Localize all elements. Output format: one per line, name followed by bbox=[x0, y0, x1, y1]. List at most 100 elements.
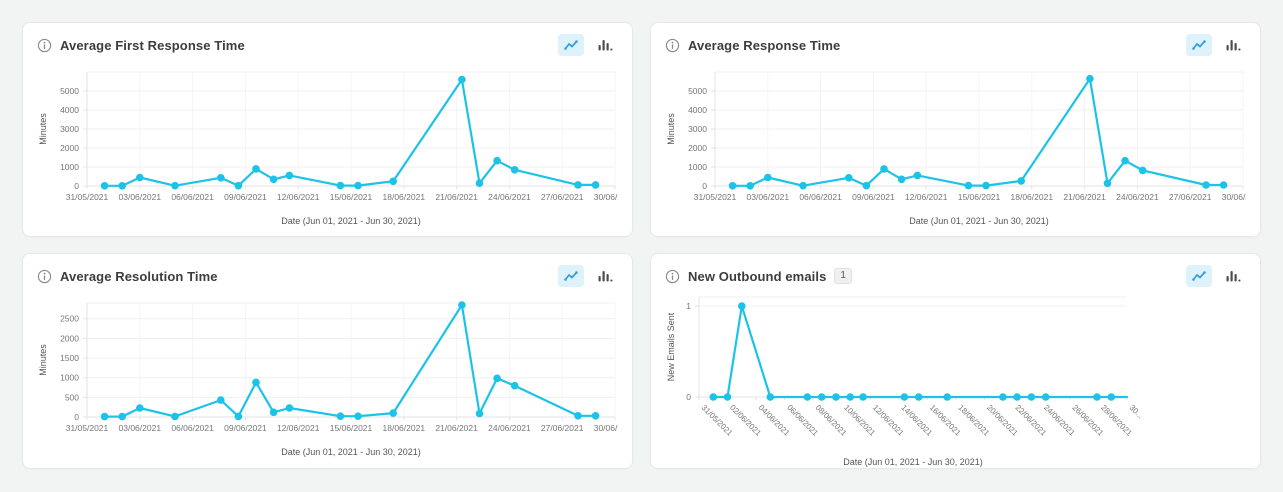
svg-text:27/06/2021: 27/06/2021 bbox=[1169, 192, 1212, 202]
svg-text:12/06/2021: 12/06/2021 bbox=[277, 423, 320, 433]
svg-text:24/06/2021: 24/06/2021 bbox=[488, 192, 531, 202]
line-chart-view-button[interactable] bbox=[1186, 34, 1212, 56]
svg-text:1500: 1500 bbox=[60, 353, 79, 363]
svg-text:31/05/2021: 31/05/2021 bbox=[694, 192, 737, 202]
panel-header: Average First Response Time bbox=[37, 32, 618, 58]
line-chart: 0 1000 2000 3000 4000 5000 31/05/2021 03/06/202… bbox=[665, 58, 1260, 236]
svg-text:03/06/2021: 03/06/2021 bbox=[119, 192, 162, 202]
svg-text:24/06/2021: 24/06/2021 bbox=[488, 423, 531, 433]
line-chart-view-button[interactable] bbox=[1186, 265, 1212, 287]
info-icon[interactable] bbox=[37, 269, 52, 284]
svg-text:06/06/2021: 06/06/2021 bbox=[171, 192, 214, 202]
svg-text:3000: 3000 bbox=[60, 124, 79, 134]
bar-chart-icon bbox=[598, 271, 613, 282]
svg-text:18/06/2021: 18/06/2021 bbox=[383, 192, 426, 202]
line-chart-icon bbox=[1192, 40, 1206, 50]
svg-text:09/06/2021: 09/06/2021 bbox=[224, 192, 267, 202]
svg-text:30/06/2021: 30/06/2021 bbox=[594, 192, 618, 202]
svg-text:2000: 2000 bbox=[60, 333, 79, 343]
svg-text:Date (Jun 01, 2021 - Jun 30, 2: Date (Jun 01, 2021 - Jun 30, 2021) bbox=[281, 216, 421, 226]
chart-panel-average-response-time: Average Response Time 0 1000 2000 3000 4000 5… bbox=[650, 22, 1261, 237]
svg-text:09/06/2021: 09/06/2021 bbox=[852, 192, 895, 202]
info-icon bbox=[665, 38, 680, 52]
bar-chart-view-button[interactable] bbox=[1220, 34, 1246, 56]
chart-title: Average Resolution Time bbox=[60, 268, 218, 284]
line-chart: 0 500 1000 1500 2000 2500 31/05/2021 03/06/2021… bbox=[37, 289, 632, 468]
svg-text:15/06/2021: 15/06/2021 bbox=[330, 423, 373, 433]
svg-text:500: 500 bbox=[65, 392, 79, 402]
svg-text:5000: 5000 bbox=[60, 86, 79, 96]
svg-text:03/06/2021: 03/06/2021 bbox=[747, 192, 790, 202]
line-chart: 0 1 31/05/2021 02/06/2021 04/06/2021 06/06/20… bbox=[665, 289, 1246, 468]
svg-text:3000: 3000 bbox=[688, 124, 707, 134]
chart-panel-average-first-response-time: Average First Response Time 0 1000 2000 300… bbox=[22, 22, 633, 237]
bar-chart-icon bbox=[598, 40, 613, 51]
line-chart-icon bbox=[564, 271, 578, 281]
panel-header: Average Response Time bbox=[665, 32, 1246, 58]
svg-text:21/06/2021: 21/06/2021 bbox=[435, 192, 478, 202]
line-chart-icon bbox=[564, 40, 578, 50]
svg-text:15/06/2021: 15/06/2021 bbox=[958, 192, 1001, 202]
svg-text:1: 1 bbox=[686, 301, 691, 311]
svg-text:Date (Jun 01, 2021 - Jun 30, 2: Date (Jun 01, 2021 - Jun 30, 2021) bbox=[909, 216, 1049, 226]
svg-text:24/06/2021: 24/06/2021 bbox=[1116, 192, 1159, 202]
bar-chart-icon bbox=[1226, 271, 1241, 282]
svg-text:31/05/2021: 31/05/2021 bbox=[66, 423, 109, 433]
bar-chart-view-button[interactable] bbox=[592, 265, 618, 287]
bar-chart-icon bbox=[1226, 40, 1241, 51]
svg-text:30/06/2021: 30/06/2021 bbox=[1222, 192, 1246, 202]
svg-text:27/06/2021: 27/06/2021 bbox=[541, 423, 584, 433]
count-badge: 1 bbox=[834, 268, 852, 284]
svg-text:30...: 30... bbox=[1128, 403, 1145, 420]
svg-text:1000: 1000 bbox=[60, 373, 79, 383]
svg-text:18/06/2021: 18/06/2021 bbox=[1011, 192, 1054, 202]
info-icon[interactable] bbox=[665, 269, 680, 284]
line-chart-icon bbox=[1192, 271, 1206, 281]
chart-panel-new-outbound-emails: New Outbound emails 1 0 1 31/05/2021 02/06/… bbox=[650, 253, 1261, 469]
bar-chart-view-button[interactable] bbox=[592, 34, 618, 56]
svg-text:1000: 1000 bbox=[688, 162, 707, 172]
info-icon[interactable] bbox=[665, 38, 680, 53]
info-icon bbox=[37, 38, 52, 52]
svg-text:12/06/2021: 12/06/2021 bbox=[905, 192, 948, 202]
panel-header: Average Resolution Time bbox=[37, 263, 618, 289]
info-icon bbox=[37, 269, 52, 283]
svg-text:Date (Jun 01, 2021 - Jun 30, 2: Date (Jun 01, 2021 - Jun 30, 2021) bbox=[281, 447, 421, 457]
svg-text:Minutes: Minutes bbox=[38, 344, 48, 376]
svg-text:21/06/2021: 21/06/2021 bbox=[435, 423, 478, 433]
info-icon bbox=[665, 269, 680, 283]
svg-text:15/06/2021: 15/06/2021 bbox=[330, 192, 373, 202]
svg-text:03/06/2021: 03/06/2021 bbox=[119, 423, 162, 433]
chart-panel-average-resolution-time: Average Resolution Time 0 500 1000 1500 2000… bbox=[22, 253, 633, 469]
svg-text:2000: 2000 bbox=[688, 143, 707, 153]
svg-text:New Emails Sent: New Emails Sent bbox=[666, 312, 676, 381]
info-icon[interactable] bbox=[37, 38, 52, 53]
svg-text:21/06/2021: 21/06/2021 bbox=[1063, 192, 1106, 202]
svg-text:12/06/2021: 12/06/2021 bbox=[277, 192, 320, 202]
svg-text:0: 0 bbox=[686, 392, 691, 402]
bar-chart-view-button[interactable] bbox=[1220, 265, 1246, 287]
svg-text:4000: 4000 bbox=[60, 105, 79, 115]
svg-text:Minutes: Minutes bbox=[666, 113, 676, 145]
svg-text:0: 0 bbox=[74, 412, 79, 422]
line-chart: 0 1000 2000 3000 4000 5000 31/05/2021 03/06/202… bbox=[37, 58, 632, 236]
chart-title: New Outbound emails bbox=[688, 268, 827, 284]
svg-text:27/06/2021: 27/06/2021 bbox=[541, 192, 584, 202]
svg-text:30/06/2021: 30/06/2021 bbox=[594, 423, 618, 433]
svg-text:Minutes: Minutes bbox=[38, 113, 48, 145]
svg-text:2500: 2500 bbox=[60, 314, 79, 324]
svg-text:1000: 1000 bbox=[60, 162, 79, 172]
svg-text:06/06/2021: 06/06/2021 bbox=[171, 423, 214, 433]
svg-text:4000: 4000 bbox=[688, 105, 707, 115]
svg-text:09/06/2021: 09/06/2021 bbox=[224, 423, 267, 433]
svg-text:18/06/2021: 18/06/2021 bbox=[383, 423, 426, 433]
panel-header: New Outbound emails 1 bbox=[665, 263, 1246, 289]
line-chart-view-button[interactable] bbox=[558, 34, 584, 56]
svg-text:5000: 5000 bbox=[688, 86, 707, 96]
svg-text:31/05/2021: 31/05/2021 bbox=[66, 192, 109, 202]
svg-text:06/06/2021: 06/06/2021 bbox=[799, 192, 842, 202]
line-chart-view-button[interactable] bbox=[558, 265, 584, 287]
chart-title: Average Response Time bbox=[688, 37, 841, 53]
svg-text:Date (Jun 01, 2021 - Jun 30, 2: Date (Jun 01, 2021 - Jun 30, 2021) bbox=[843, 457, 983, 467]
